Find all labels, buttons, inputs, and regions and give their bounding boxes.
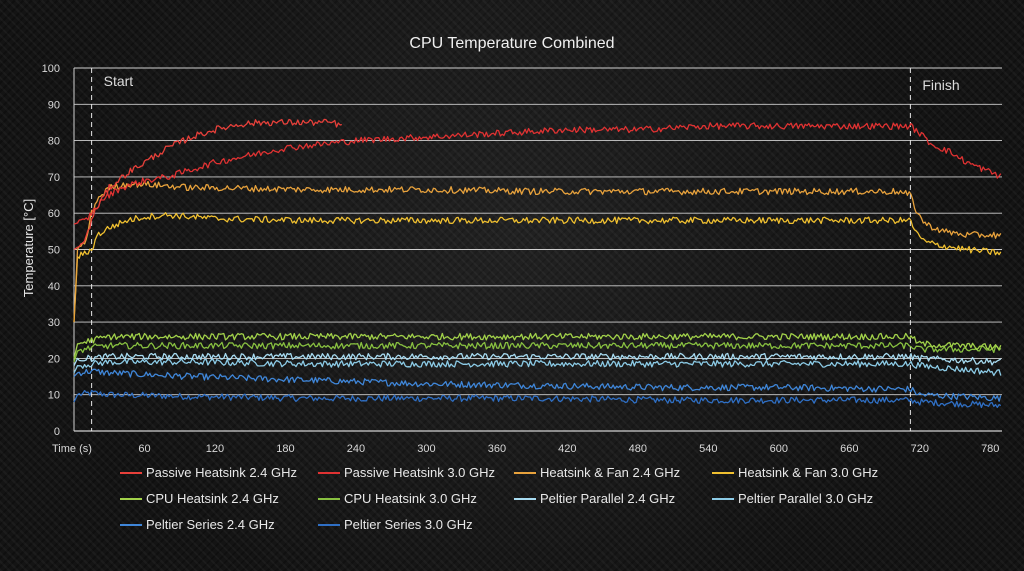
- series-line: [73, 368, 1002, 402]
- chart-title: CPU Temperature Combined: [409, 35, 614, 52]
- legend-label: Passive Heatsink 2.4 GHz: [146, 465, 297, 480]
- series-line: [73, 332, 1002, 359]
- y-tick-label: 10: [48, 390, 60, 402]
- legend-label: Peltier Parallel 2.4 GHz: [540, 491, 675, 506]
- legend-label: CPU Heatsink 2.4 GHz: [146, 491, 279, 506]
- y-tick-label: 30: [48, 317, 60, 329]
- grid-lines: [73, 67, 1002, 432]
- y-tick-label: 70: [48, 172, 60, 184]
- y-tick-label: 20: [48, 353, 60, 365]
- legend-label: Heatsink & Fan 2.4 GHz: [540, 465, 680, 480]
- x-tick-label: 180: [276, 443, 294, 455]
- x-axis-label: Time (s): [52, 443, 92, 455]
- series-line: [73, 122, 1002, 225]
- series-line: [73, 180, 1002, 323]
- x-tick-label: 360: [488, 443, 506, 455]
- legend-label: CPU Heatsink 3.0 GHz: [344, 491, 477, 506]
- legend-label: Peltier Parallel 3.0 GHz: [738, 491, 873, 506]
- x-tick-label: 480: [629, 443, 647, 455]
- y-tick-label: 60: [48, 208, 60, 220]
- x-tick-label: 420: [558, 443, 576, 455]
- series-line: [73, 358, 1002, 377]
- legend-label: Peltier Series 3.0 GHz: [344, 517, 473, 532]
- legend-label: Heatsink & Fan 3.0 GHz: [738, 465, 878, 480]
- series-line: [73, 341, 1002, 363]
- legend-label: Peltier Series 2.4 GHz: [146, 517, 275, 532]
- x-tick-label: 600: [770, 443, 788, 455]
- series-lines: [73, 118, 1002, 409]
- x-tick-label: 780: [981, 443, 999, 455]
- x-tick-label: 240: [347, 443, 365, 455]
- x-tick-labels: 60 120 180 240 300 360 420 480 540 600 660 720 780: [138, 443, 999, 455]
- y-tick-label: 50: [48, 245, 60, 257]
- y-tick-label: 0: [54, 426, 60, 438]
- series-line: [73, 389, 1002, 409]
- series-line: [73, 352, 1002, 366]
- x-tick-label: 120: [206, 443, 224, 455]
- legend-label: Passive Heatsink 3.0 GHz: [344, 465, 495, 480]
- x-tick-label: 60: [138, 443, 150, 455]
- marker-label: Finish: [922, 77, 959, 93]
- y-tick-label: 80: [48, 136, 60, 148]
- legend: Passive Heatsink 2.4 GHz Passive Heatsink…: [120, 465, 878, 532]
- series-line: [73, 212, 1002, 323]
- y-tick-labels: 0 10 20 30 40 50 60 70 80 90 100: [42, 63, 60, 438]
- series-line: [73, 118, 342, 251]
- y-tick-label: 90: [48, 99, 60, 111]
- y-axis-label: Temperature [°C]: [21, 199, 36, 297]
- x-tick-label: 300: [417, 443, 435, 455]
- x-tick-label: 660: [840, 443, 858, 455]
- y-tick-label: 100: [42, 63, 60, 75]
- x-tick-label: 720: [911, 443, 929, 455]
- marker-label: Start: [104, 73, 134, 89]
- y-tick-label: 40: [48, 281, 60, 293]
- x-tick-label: 540: [699, 443, 717, 455]
